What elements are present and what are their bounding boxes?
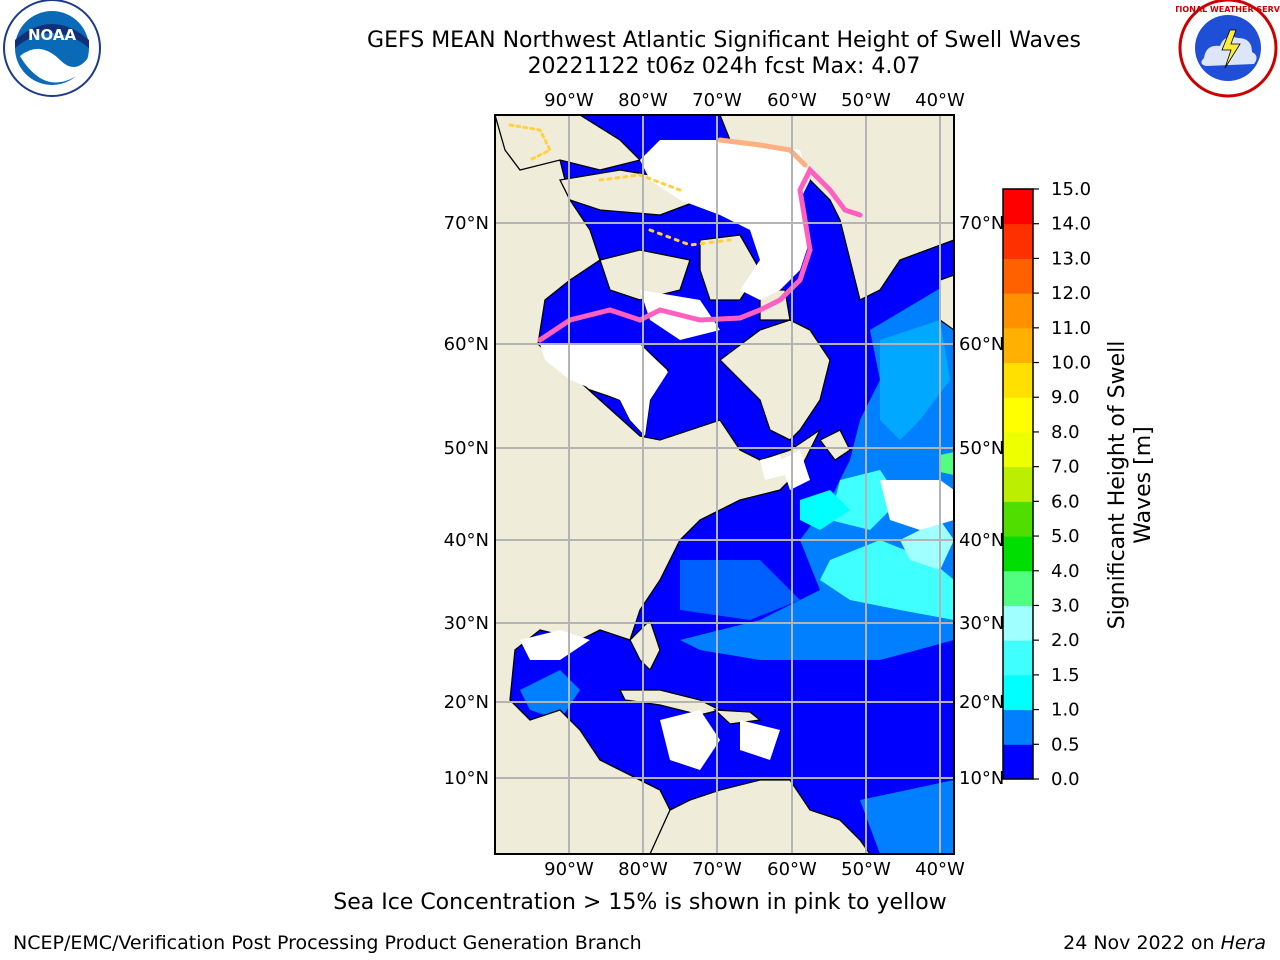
lat-labels-right: 70°N 60°N 50°N 40°N 30°N 20°N 10°N bbox=[959, 213, 1004, 789]
lon-label: 70°W bbox=[692, 90, 742, 111]
colorbar-swatch bbox=[1003, 640, 1033, 676]
colorbar-tick-label: 13.0 bbox=[1051, 248, 1091, 269]
lat-label: 50°N bbox=[959, 438, 1004, 459]
lat-label: 70°N bbox=[444, 213, 489, 234]
colorbar-swatch bbox=[1003, 466, 1033, 502]
colorbar-tick-label: 5.0 bbox=[1051, 526, 1080, 547]
lat-labels-left: 70°N 60°N 50°N 40°N 30°N 20°N 10°N bbox=[444, 213, 489, 789]
lon-label: 50°W bbox=[841, 90, 891, 111]
colorbar-frame bbox=[1002, 188, 1034, 780]
lat-label: 40°N bbox=[959, 530, 1004, 551]
colorbar-label-line2: Waves [m] bbox=[1131, 426, 1156, 543]
chart-title: GEFS MEAN Northwest Atlantic Significant… bbox=[367, 28, 1081, 53]
colorbar-tick-label: 4.0 bbox=[1051, 561, 1080, 582]
colorbar-swatch bbox=[1003, 189, 1033, 225]
sea-ice-edge bbox=[508, 123, 863, 343]
colorbar-tick-label: 6.0 bbox=[1051, 491, 1080, 512]
colorbar-tick-label: 9.0 bbox=[1051, 387, 1080, 408]
colorbar-label-line1: Significant Height of Swell bbox=[1105, 341, 1130, 630]
colorbar-swatch bbox=[1003, 223, 1033, 259]
colorbar-swatch bbox=[1003, 674, 1033, 711]
lat-label: 60°N bbox=[959, 334, 1004, 355]
chart-subtitle: 20221122 t06z 024h fcst Max: 4.07 bbox=[527, 54, 921, 79]
lon-label: 80°W bbox=[618, 90, 668, 111]
noaa-logo-text: NOAA bbox=[28, 26, 77, 44]
lon-label: 40°W bbox=[915, 90, 965, 111]
colorbar-tick-label: 12.0 bbox=[1051, 283, 1091, 304]
footer-date-text: 24 Nov 2022 on bbox=[1063, 932, 1221, 954]
sea-ice bbox=[520, 140, 954, 770]
colorbar-swatch bbox=[1003, 501, 1033, 537]
nws-logo-ring-text: NATIONAL WEATHER SERVICE bbox=[1176, 5, 1280, 14]
colorbar-tick-label: 10.0 bbox=[1051, 353, 1091, 374]
lon-label: 60°W bbox=[767, 90, 817, 111]
colorbar-tick-label: 0.5 bbox=[1051, 734, 1080, 755]
colorbar-swatch bbox=[1003, 570, 1033, 606]
colorbar-swatch bbox=[1003, 536, 1033, 572]
lon-label: 50°W bbox=[841, 859, 891, 880]
colorbar-swatch bbox=[1003, 431, 1033, 468]
map-area bbox=[495, 115, 954, 854]
colorbar-tick-label: 14.0 bbox=[1051, 214, 1091, 235]
colorbar: 0.0 0.5 1.0 1.5 2.0 3.0 4.0 5.0 6.0 7.0 8.0 9.0 10.0… bbox=[1002, 179, 1091, 790]
colorbar-tick-label: 15.0 bbox=[1051, 179, 1091, 200]
colorbar-swatch bbox=[1003, 293, 1033, 329]
colorbar-swatch bbox=[1003, 327, 1033, 364]
lat-label: 30°N bbox=[959, 613, 1004, 634]
lat-label: 10°N bbox=[444, 768, 489, 789]
lon-label: 90°W bbox=[544, 90, 594, 111]
colorbar-swatch bbox=[1003, 362, 1033, 398]
colorbar-tick-label: 7.0 bbox=[1051, 457, 1080, 478]
lon-label: 40°W bbox=[915, 859, 965, 880]
colorbar-tick-label: 0.0 bbox=[1051, 769, 1080, 790]
colorbar-swatch bbox=[1003, 397, 1033, 433]
lat-label: 70°N bbox=[959, 213, 1004, 234]
sea-ice-note: Sea Ice Concentration > 15% is shown in … bbox=[333, 890, 947, 915]
colorbar-tick-label: 3.0 bbox=[1051, 595, 1080, 616]
lon-labels-top: 90°W 80°W 70°W 60°W 50°W 40°W bbox=[544, 90, 965, 111]
footer-date: 24 Nov 2022 on Hera bbox=[1063, 932, 1266, 954]
colorbar-tick-label: 8.0 bbox=[1051, 422, 1080, 443]
lat-label: 40°N bbox=[444, 530, 489, 551]
lon-label: 80°W bbox=[618, 859, 668, 880]
footer-host: Hera bbox=[1220, 932, 1266, 954]
lon-label: 70°W bbox=[692, 859, 742, 880]
colorbar-swatch bbox=[1003, 605, 1033, 641]
lat-label: 20°N bbox=[444, 692, 489, 713]
lon-label: 90°W bbox=[544, 859, 594, 880]
colorbar-swatch bbox=[1003, 744, 1033, 780]
colorbar-tick-label: 1.5 bbox=[1051, 665, 1080, 686]
lon-label: 60°W bbox=[767, 859, 817, 880]
colorbar-tick-label: 11.0 bbox=[1051, 318, 1091, 339]
colorbar-tick-label: 2.0 bbox=[1051, 630, 1080, 651]
noaa-logo: NOAA bbox=[3, 0, 101, 97]
colorbar-swatch bbox=[1003, 258, 1033, 294]
map-frame bbox=[494, 114, 955, 855]
lat-label: 60°N bbox=[444, 334, 489, 355]
graticule bbox=[495, 115, 954, 854]
footer-credit: NCEP/EMC/Verification Post Processing Pr… bbox=[13, 932, 642, 954]
lat-label: 30°N bbox=[444, 613, 489, 634]
lat-label: 50°N bbox=[444, 438, 489, 459]
lat-label: 10°N bbox=[959, 768, 1004, 789]
lat-label: 20°N bbox=[959, 692, 1004, 713]
lon-labels-bottom: 90°W 80°W 70°W 60°W 50°W 40°W bbox=[544, 859, 965, 880]
colorbar-swatch bbox=[1003, 709, 1033, 745]
nws-logo: NATIONAL WEATHER SERVICE bbox=[1176, 0, 1280, 98]
colorbar-tick-label: 1.0 bbox=[1051, 700, 1080, 721]
